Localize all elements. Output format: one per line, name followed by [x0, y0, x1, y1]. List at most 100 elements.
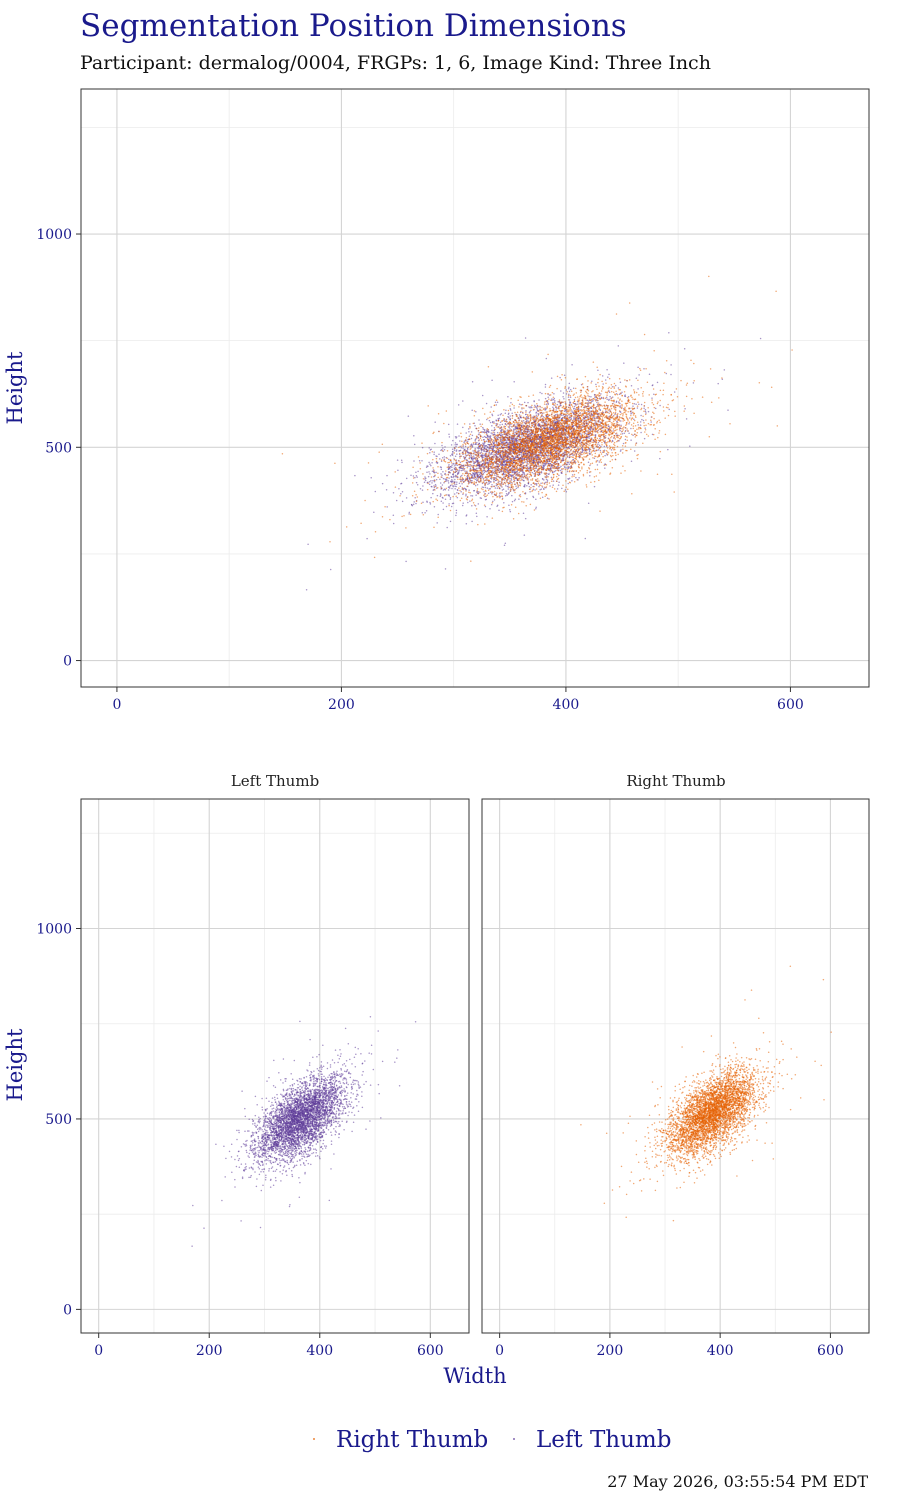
data-point [496, 446, 499, 448]
data-point [414, 476, 416, 479]
data-point [523, 479, 525, 482]
data-point [471, 499, 473, 502]
data-point [486, 461, 488, 464]
data-point [507, 484, 510, 486]
data-point [643, 367, 645, 370]
data-point [581, 466, 583, 468]
data-point [444, 498, 447, 501]
data-point [399, 494, 401, 497]
data-point [465, 432, 467, 434]
data-point [541, 478, 544, 480]
data-point [500, 483, 503, 485]
data-point [477, 447, 480, 450]
data-point [537, 414, 540, 417]
data-point [450, 480, 452, 483]
data-point [523, 534, 526, 536]
data-point [456, 491, 458, 494]
data-point [470, 495, 472, 497]
data-point [472, 462, 475, 464]
data-point [520, 465, 523, 467]
data-point [500, 441, 503, 443]
data-point [477, 460, 479, 462]
data-point [556, 407, 558, 410]
data-point [626, 396, 629, 399]
data-point [518, 403, 521, 405]
data-point [573, 398, 576, 401]
data-point [547, 403, 549, 406]
data-point [590, 395, 592, 398]
data-point [513, 381, 515, 383]
data-point [392, 514, 395, 516]
data-point [538, 436, 541, 438]
data-point [477, 437, 480, 439]
data-point [434, 421, 436, 423]
data-point [644, 408, 647, 411]
data-point [493, 499, 496, 501]
data-point [691, 398, 693, 400]
data-point [599, 437, 601, 440]
data-point [429, 452, 431, 454]
chart-subtitle: Participant: dermalog/0004, FRGPs: 1, 6,… [80, 52, 711, 74]
data-point [597, 369, 599, 371]
data-point [411, 504, 414, 507]
data-point [643, 407, 645, 409]
data-point [458, 469, 461, 471]
data-point [509, 418, 511, 421]
data-point [470, 437, 473, 440]
data-point [529, 491, 531, 493]
data-point [483, 456, 485, 458]
data-point [407, 415, 410, 417]
data-point [599, 472, 601, 474]
data-point [477, 433, 480, 436]
data-point [553, 392, 555, 395]
data-point [552, 484, 554, 486]
data-point [483, 428, 486, 431]
data-point [519, 493, 521, 496]
data-point [632, 434, 634, 437]
data-point [528, 423, 531, 425]
data-point [468, 435, 471, 437]
data-point [444, 446, 446, 448]
data-point [460, 446, 463, 449]
data-point [568, 390, 571, 393]
data-point [614, 438, 617, 440]
data-point [558, 474, 560, 477]
data-point [507, 488, 510, 490]
data-point [481, 394, 484, 397]
data-point [541, 485, 543, 487]
data-point [594, 468, 597, 471]
chart-title: Segmentation Position Dimensions [80, 8, 627, 44]
data-point [518, 498, 520, 500]
data-point [578, 476, 580, 479]
data-point [471, 520, 473, 523]
data-point [575, 403, 577, 405]
data-point [468, 430, 470, 433]
data-point [507, 434, 509, 436]
data-point [432, 489, 435, 491]
data-point [436, 522, 438, 524]
data-point [621, 433, 624, 435]
data-point [567, 398, 570, 401]
data-point [478, 419, 480, 421]
data-point [538, 485, 540, 488]
data-point [462, 426, 464, 429]
data-point [575, 476, 577, 479]
data-point [485, 432, 488, 434]
data-point [432, 492, 434, 495]
data-point [727, 409, 729, 411]
data-point [469, 500, 471, 502]
data-point [441, 484, 444, 486]
data-point [454, 442, 457, 444]
data-point [428, 461, 430, 464]
data-point [448, 495, 451, 497]
data-point [607, 387, 610, 390]
data-point [414, 497, 416, 499]
data-point [428, 471, 430, 473]
data-point [496, 504, 499, 507]
data-point [523, 485, 526, 488]
data-point [459, 485, 462, 487]
data-point [642, 395, 644, 397]
data-point [537, 412, 539, 415]
data-point [596, 464, 599, 466]
